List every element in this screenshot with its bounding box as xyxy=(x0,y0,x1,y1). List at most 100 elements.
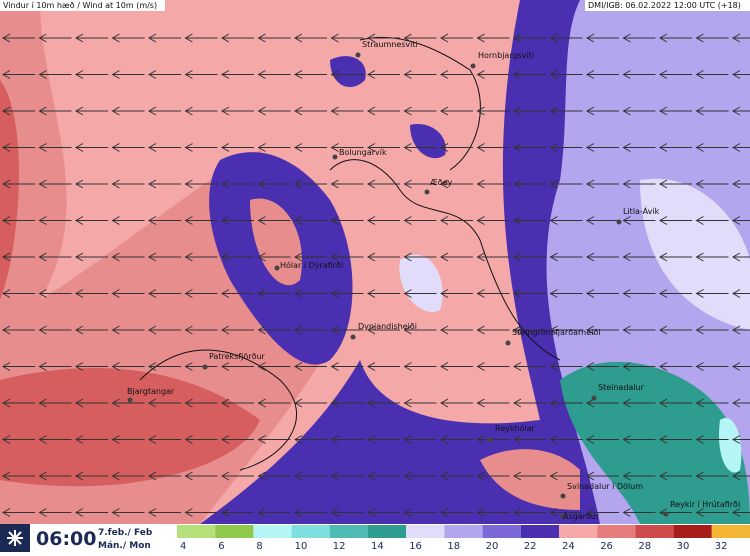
wind-arrow xyxy=(731,435,750,444)
wind-arrow xyxy=(695,471,729,481)
wind-arrow xyxy=(366,471,400,481)
wind-arrow xyxy=(439,106,473,116)
wind-arrow xyxy=(476,471,510,481)
wind-arrow xyxy=(622,143,656,152)
place-name: Hólar í Dýrafirði xyxy=(280,260,343,270)
wind-arrow xyxy=(111,362,145,371)
place-name: Reykir í Hrútafirði xyxy=(670,500,740,509)
wind-arrow xyxy=(111,70,145,79)
place-name: Litla-Ávík xyxy=(623,205,660,216)
wind-arrow xyxy=(439,179,473,189)
wind-arrow xyxy=(476,106,510,116)
wind-arrow xyxy=(74,143,108,152)
wind-arrow xyxy=(257,362,291,371)
wind-arrow xyxy=(257,143,291,152)
wind-arrow xyxy=(439,143,473,152)
wind-arrow xyxy=(658,471,692,481)
wind-arrow xyxy=(403,216,437,225)
wind-arrow xyxy=(257,252,291,262)
legend-tick: 20 xyxy=(486,541,499,552)
legend-tick: 30 xyxy=(677,541,690,552)
legend: 4 6 8 10 12 14 16 18 20 22 24 26 28 30 32 xyxy=(177,525,750,552)
wind-arrow xyxy=(74,435,108,444)
wind-arrow xyxy=(1,33,35,43)
wind-arrow xyxy=(257,70,291,79)
wind-arrow xyxy=(220,252,254,262)
place-name: Bolungarvík xyxy=(339,148,387,157)
legend-swatch xyxy=(444,525,483,538)
wind-arrow xyxy=(695,216,729,225)
wind-arrow xyxy=(549,289,583,298)
wind-area xyxy=(719,418,742,473)
wind-arrow xyxy=(293,325,327,335)
wind-arrow xyxy=(1,508,35,517)
wind-arrow xyxy=(220,325,254,335)
wind-area xyxy=(399,254,443,312)
wind-arrow xyxy=(38,216,72,225)
wind-arrow xyxy=(585,471,619,481)
wind-arrow xyxy=(147,33,181,43)
wind-arrow xyxy=(147,471,181,481)
wind-arrow xyxy=(658,70,692,79)
wind-arrow xyxy=(658,33,692,43)
wind-arrow xyxy=(622,289,656,298)
wind-arrow xyxy=(184,289,218,298)
wind-arrow xyxy=(1,325,35,335)
legend-tick: 6 xyxy=(218,541,224,552)
place-name: Hornbjargsviti xyxy=(478,51,534,60)
wind-arrow xyxy=(476,70,510,79)
legend-swatch xyxy=(520,525,559,538)
wind-arrow xyxy=(38,362,72,371)
wind-arrow xyxy=(111,216,145,225)
wind-arrow xyxy=(403,179,437,189)
place-name: Ásgarður xyxy=(563,510,600,521)
wind-arrow xyxy=(476,33,510,43)
wind-arrow xyxy=(74,216,108,225)
place-marker xyxy=(424,189,430,195)
wind-arrow xyxy=(731,143,750,152)
wind-arrow xyxy=(74,398,108,408)
wind-arrow xyxy=(257,179,291,189)
wind-arrow xyxy=(549,143,583,152)
wind-arrow xyxy=(293,362,327,371)
place-name: Patreksfjörður xyxy=(209,352,266,361)
wind-arrow xyxy=(585,179,619,189)
wind-arrow xyxy=(731,289,750,298)
wind-area xyxy=(130,292,190,348)
wind-arrow xyxy=(74,252,108,262)
wind-arrow xyxy=(111,508,145,517)
wind-arrow xyxy=(549,398,583,408)
wind-arrow xyxy=(366,508,400,517)
wind-arrow xyxy=(257,435,291,444)
wind-arrow xyxy=(731,70,750,79)
source: DMI/IGB: 06.02.2022 12:00 UTC (+18) xyxy=(588,1,741,10)
wind-arrow xyxy=(1,471,35,481)
wind-arrow xyxy=(220,216,254,225)
wind-arrow xyxy=(658,179,692,189)
wind-arrow xyxy=(293,289,327,298)
wind-arrow xyxy=(1,70,35,79)
place-name: Dynjandisheiði xyxy=(358,322,417,331)
wind-arrow xyxy=(731,471,750,481)
legend-tick: 8 xyxy=(256,541,262,552)
wind-arrow xyxy=(1,179,35,189)
wind-arrow xyxy=(293,216,327,225)
legend-tick: 14 xyxy=(371,541,384,552)
wind-arrow xyxy=(220,508,254,517)
place-marker xyxy=(487,437,493,443)
wind-area xyxy=(330,56,366,88)
wind-arrow xyxy=(695,252,729,262)
wind-arrow xyxy=(330,435,364,444)
place-name: Æðey xyxy=(430,178,453,187)
place-marker xyxy=(350,334,356,340)
wind-arrow xyxy=(731,179,750,189)
wind-arrow xyxy=(512,70,546,79)
wind-arrow xyxy=(476,252,510,262)
wind-arrow xyxy=(111,106,145,116)
wind-arrow xyxy=(330,106,364,116)
wind-arrow xyxy=(111,435,145,444)
wind-arrow xyxy=(1,362,35,371)
wind-arrow xyxy=(220,398,254,408)
wind-arrow xyxy=(1,106,35,116)
